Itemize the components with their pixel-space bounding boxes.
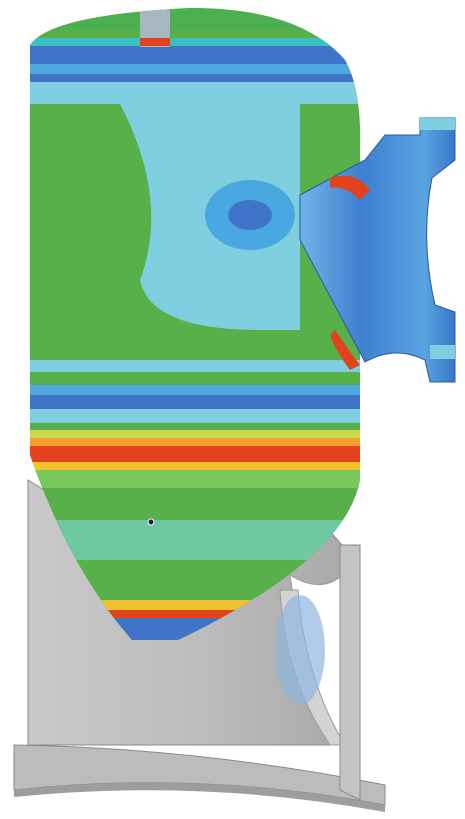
- nozzle: [299, 117, 456, 383]
- marker: [147, 518, 155, 526]
